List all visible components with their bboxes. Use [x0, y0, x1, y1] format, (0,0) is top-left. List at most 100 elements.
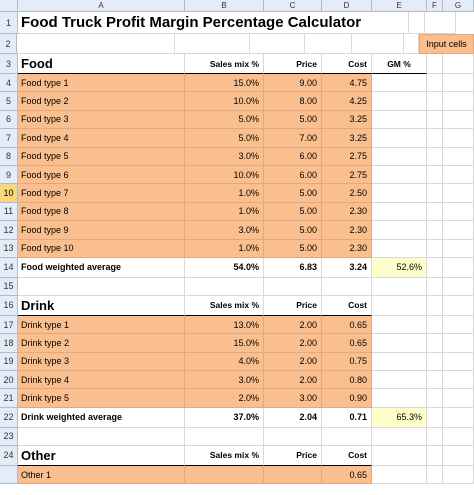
- price-cell[interactable]: 6.00: [264, 147, 322, 166]
- price-header[interactable]: Price: [264, 445, 322, 466]
- cost-cell[interactable]: 0.90: [322, 389, 372, 408]
- cost-cell[interactable]: 3.25: [322, 129, 372, 148]
- sales-mix-cell[interactable]: 15.0%: [185, 74, 264, 93]
- sales-mix-cell[interactable]: 10.0%: [185, 165, 264, 185]
- drink-average-mix[interactable]: 37.0%: [185, 407, 264, 428]
- price-cell[interactable]: 3.00: [264, 389, 322, 408]
- price-cell[interactable]: 2.00: [264, 352, 322, 372]
- cost-cell[interactable]: 2.30: [322, 221, 372, 240]
- price-cell[interactable]: 5.00: [264, 202, 322, 222]
- row-header[interactable]: 10: [0, 184, 18, 203]
- cost-header[interactable]: Cost: [322, 445, 372, 466]
- drink-average-cost[interactable]: 0.71: [322, 407, 372, 428]
- drink-gm-result[interactable]: 65.3%: [372, 407, 427, 428]
- sales-mix-header[interactable]: Sales mix %: [185, 54, 264, 74]
- item-name-cell[interactable]: Food type 1: [18, 74, 185, 93]
- sales-mix-cell[interactable]: 5.0%: [185, 129, 264, 148]
- sales-mix-cell[interactable]: [185, 465, 264, 485]
- row-header[interactable]: 7: [0, 129, 18, 148]
- column-header-g[interactable]: G: [443, 0, 474, 12]
- item-name-cell[interactable]: Drink type 2: [18, 334, 185, 353]
- item-name-cell[interactable]: Food type 4: [18, 129, 185, 148]
- row-header[interactable]: 23: [0, 427, 18, 446]
- price-cell[interactable]: [264, 465, 322, 485]
- price-cell[interactable]: 8.00: [264, 92, 322, 111]
- other-section-heading[interactable]: Other: [18, 445, 185, 466]
- gm-header[interactable]: GM %: [372, 54, 427, 74]
- sales-mix-cell[interactable]: 3.0%: [185, 371, 264, 390]
- sales-mix-cell[interactable]: 13.0%: [185, 315, 264, 335]
- row-header[interactable]: 13: [0, 239, 18, 258]
- drink-section-heading[interactable]: Drink: [18, 295, 185, 316]
- cost-cell[interactable]: 4.75: [322, 74, 372, 93]
- cost-cell[interactable]: 0.65: [322, 315, 372, 335]
- cost-cell[interactable]: 3.25: [322, 110, 372, 130]
- item-name-cell[interactable]: Food type 5: [18, 147, 185, 166]
- drink-average-label[interactable]: Drink weighted average: [18, 407, 185, 428]
- sales-mix-cell[interactable]: 3.0%: [185, 221, 264, 240]
- row-header[interactable]: 8: [0, 147, 18, 166]
- cost-header[interactable]: Cost: [322, 295, 372, 316]
- price-cell[interactable]: 2.00: [264, 371, 322, 390]
- cost-cell[interactable]: 0.80: [322, 371, 372, 390]
- column-header-b[interactable]: B: [185, 0, 264, 12]
- item-name-cell[interactable]: Other 1: [18, 465, 185, 485]
- row-header[interactable]: 12: [0, 221, 18, 240]
- row-header[interactable]: 2: [0, 34, 18, 54]
- row-header[interactable]: 20: [0, 371, 18, 390]
- price-cell[interactable]: 5.00: [264, 221, 322, 240]
- cost-cell[interactable]: 2.75: [322, 165, 372, 185]
- column-header-c[interactable]: C: [264, 0, 322, 12]
- item-name-cell[interactable]: Drink type 1: [18, 315, 185, 335]
- item-name-cell[interactable]: Food type 2: [18, 92, 185, 111]
- row-header[interactable]: 22: [0, 407, 18, 428]
- cost-cell[interactable]: 2.30: [322, 202, 372, 222]
- price-cell[interactable]: 5.00: [264, 184, 322, 203]
- row-header[interactable]: 4: [0, 74, 18, 93]
- cost-cell[interactable]: 4.25: [322, 92, 372, 111]
- price-cell[interactable]: 2.00: [264, 315, 322, 335]
- sales-mix-cell[interactable]: 5.0%: [185, 110, 264, 130]
- price-header[interactable]: Price: [264, 54, 322, 74]
- cost-header[interactable]: Cost: [322, 54, 372, 74]
- price-cell[interactable]: 6.00: [264, 165, 322, 185]
- cost-cell[interactable]: 0.65: [322, 334, 372, 353]
- food-section-heading[interactable]: Food: [18, 54, 185, 74]
- sales-mix-header[interactable]: Sales mix %: [185, 295, 264, 316]
- item-name-cell[interactable]: Drink type 3: [18, 352, 185, 372]
- cost-cell[interactable]: 0.65: [322, 465, 372, 485]
- food-average-mix[interactable]: 54.0%: [185, 257, 264, 278]
- sales-mix-cell[interactable]: 2.0%: [185, 389, 264, 408]
- row-header[interactable]: 3: [0, 54, 18, 74]
- item-name-cell[interactable]: Food type 9: [18, 221, 185, 240]
- item-name-cell[interactable]: Food type 3: [18, 110, 185, 130]
- cost-cell[interactable]: 2.30: [322, 239, 372, 258]
- food-average-cost[interactable]: 3.24: [322, 257, 372, 278]
- price-cell[interactable]: 9.00: [264, 74, 322, 93]
- row-header[interactable]: 14: [0, 257, 18, 278]
- row-header[interactable]: 1: [0, 12, 18, 34]
- cost-cell[interactable]: 2.50: [322, 184, 372, 203]
- food-average-label[interactable]: Food weighted average: [18, 257, 185, 278]
- row-header[interactable]: 21: [0, 389, 18, 408]
- row-header[interactable]: 5: [0, 92, 18, 111]
- price-header[interactable]: Price: [264, 295, 322, 316]
- sales-mix-cell[interactable]: 10.0%: [185, 92, 264, 111]
- row-header[interactable]: [0, 465, 18, 485]
- cost-cell[interactable]: 2.75: [322, 147, 372, 166]
- sales-mix-cell[interactable]: 1.0%: [185, 239, 264, 258]
- price-cell[interactable]: 2.00: [264, 334, 322, 353]
- row-header[interactable]: 18: [0, 334, 18, 353]
- item-name-cell[interactable]: Drink type 4: [18, 371, 185, 390]
- sales-mix-cell[interactable]: 4.0%: [185, 352, 264, 372]
- price-cell[interactable]: 5.00: [264, 110, 322, 130]
- row-header[interactable]: 9: [0, 165, 18, 185]
- item-name-cell[interactable]: Drink type 5: [18, 389, 185, 408]
- column-header-e[interactable]: E: [372, 0, 427, 12]
- sales-mix-cell[interactable]: 3.0%: [185, 147, 264, 166]
- food-average-price[interactable]: 6.83: [264, 257, 322, 278]
- drink-average-price[interactable]: 2.04: [264, 407, 322, 428]
- sales-mix-cell[interactable]: 15.0%: [185, 334, 264, 353]
- cost-cell[interactable]: 0.75: [322, 352, 372, 372]
- column-header-d[interactable]: D: [322, 0, 372, 12]
